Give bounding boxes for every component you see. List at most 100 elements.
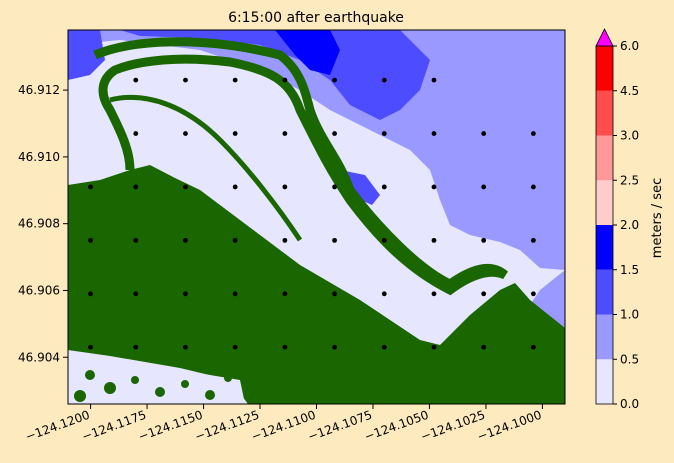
colorbar-segment <box>596 359 613 404</box>
colorbar-tick-label: 1.0 <box>620 308 639 322</box>
velocity-marker <box>133 237 139 243</box>
velocity-marker <box>530 184 536 190</box>
velocity-marker <box>282 237 288 243</box>
x-tick-label: −124.1200 <box>24 408 92 444</box>
colorbar-tick-label: 3.0 <box>620 129 639 143</box>
velocity-marker <box>183 344 188 350</box>
velocity-marker <box>133 77 139 83</box>
velocity-marker <box>232 237 238 243</box>
y-tick-label: 46.906 <box>18 283 60 297</box>
velocity-marker <box>232 291 238 297</box>
velocity-marker <box>481 184 487 190</box>
velocity-marker <box>282 77 288 83</box>
x-axis: −124.1200−124.1175−124.1150−124.1125−124… <box>24 404 543 444</box>
velocity-marker <box>282 344 288 350</box>
velocity-marker <box>431 184 437 190</box>
velocity-marker <box>332 291 337 297</box>
velocity-marker <box>232 184 238 190</box>
velocity-marker <box>530 344 536 350</box>
velocity-marker <box>530 131 536 136</box>
velocity-marker <box>282 291 288 297</box>
sand-spit <box>93 37 508 296</box>
marsh-specks <box>74 370 232 402</box>
x-tick-label: −124.1000 <box>475 408 543 444</box>
velocity-marker <box>232 77 238 83</box>
y-tick-label: 46.908 <box>18 217 60 231</box>
velocity-marker <box>232 131 238 136</box>
colorbar-segment <box>596 314 613 360</box>
velocity-markers <box>88 77 536 350</box>
x-tick-label: −124.1100 <box>249 408 317 444</box>
y-tick-label: 46.912 <box>18 83 60 97</box>
colorbar-tick-label: 1.5 <box>620 263 639 277</box>
velocity-marker <box>133 131 139 136</box>
velocity-marker <box>381 291 387 297</box>
velocity-marker <box>481 237 487 243</box>
velocity-marker <box>133 344 139 350</box>
fastest-water-region <box>275 30 340 75</box>
velocity-marker <box>481 131 487 136</box>
velocity-marker <box>232 344 238 350</box>
velocity-marker <box>381 184 387 190</box>
velocity-marker <box>183 131 188 136</box>
x-tick-label: −124.1175 <box>80 408 148 444</box>
colorbar-segment <box>596 90 613 136</box>
velocity-marker <box>88 237 93 243</box>
velocity-marker <box>332 237 337 243</box>
land-mass <box>68 165 565 404</box>
colorbar-tick-label: 0.0 <box>620 397 639 411</box>
colorbar-segment <box>596 225 613 270</box>
colorbar-extend-arrow <box>595 28 614 47</box>
velocity-marker <box>381 344 387 350</box>
velocity-marker <box>88 344 93 350</box>
velocity-marker <box>133 291 139 297</box>
fast-water-left <box>68 30 105 80</box>
velocity-marker <box>431 131 437 136</box>
y-axis: 46.904 46.906 46.908 46.910 46.912 <box>18 83 68 364</box>
inner-spit <box>109 94 303 242</box>
velocity-marker <box>381 131 387 136</box>
velocity-marker <box>530 291 536 297</box>
velocity-marker <box>332 344 337 350</box>
velocity-marker <box>88 291 93 297</box>
velocity-marker <box>183 237 188 243</box>
velocity-marker <box>530 237 536 243</box>
velocity-marker <box>481 291 487 297</box>
x-tick-label: −124.1150 <box>137 408 205 444</box>
velocity-marker <box>282 131 288 136</box>
x-tick-label: −124.1125 <box>193 408 261 444</box>
y-tick-label: 46.910 <box>18 150 60 164</box>
plot-area <box>68 30 565 404</box>
velocity-marker <box>183 291 188 297</box>
colorbar: 0.0 0.5 1.0 1.5 2.0 2.5 3.0 4.5 6.0 <box>595 28 639 411</box>
velocity-marker <box>282 184 288 190</box>
colorbar-tick-label: 2.0 <box>620 218 639 232</box>
moderate-water-region <box>68 30 565 270</box>
x-tick-label: −124.1025 <box>419 408 487 444</box>
colorbar-tick-label: 2.5 <box>620 173 639 187</box>
x-tick-label: −124.1075 <box>306 408 374 444</box>
colorbar-segment <box>596 46 613 91</box>
colorbar-segment <box>596 180 613 225</box>
velocity-marker <box>431 291 437 297</box>
velocity-marker <box>183 77 188 83</box>
colorbar-segment <box>596 269 613 315</box>
colorbar-tick-label: 0.5 <box>620 352 639 366</box>
velocity-marker <box>431 344 437 350</box>
velocity-marker <box>183 184 188 190</box>
colorbar-tick-label: 6.0 <box>620 39 639 53</box>
velocity-marker <box>332 77 337 83</box>
y-tick-label: 46.904 <box>18 350 60 364</box>
chart-title: 6:15:00 after earthquake <box>228 10 404 26</box>
velocity-marker <box>381 77 387 83</box>
velocity-marker <box>88 184 93 190</box>
velocity-marker <box>332 131 337 136</box>
colorbar-segment <box>596 135 613 181</box>
velocity-marker <box>133 184 139 190</box>
colorbar-tick-label: 4.5 <box>620 84 639 98</box>
velocity-marker <box>381 237 387 243</box>
colorbar-label: meters / sec <box>650 178 665 258</box>
velocity-marker <box>481 344 487 350</box>
fast-water-region <box>120 30 430 120</box>
